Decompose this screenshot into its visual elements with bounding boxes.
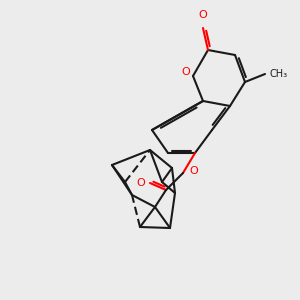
Text: O: O xyxy=(199,10,207,20)
Text: O: O xyxy=(189,166,198,176)
Text: CH₃: CH₃ xyxy=(269,69,287,79)
Text: O: O xyxy=(181,67,190,77)
Text: O: O xyxy=(136,178,145,188)
